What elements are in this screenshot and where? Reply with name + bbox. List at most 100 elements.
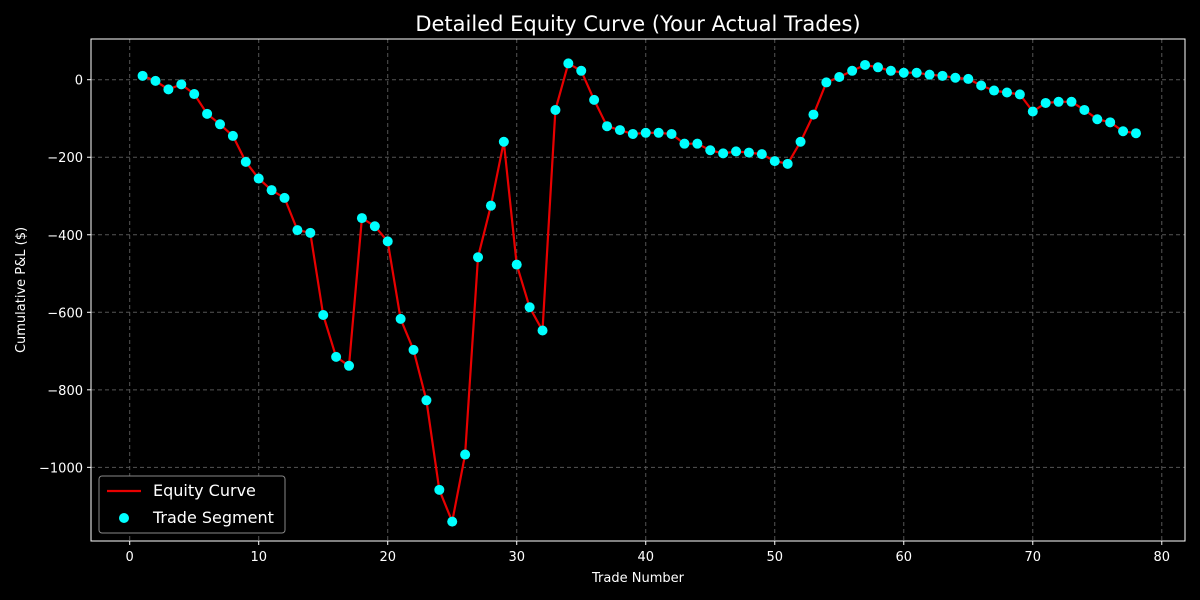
trade-point xyxy=(1118,126,1129,137)
trade-point xyxy=(292,225,303,236)
trade-point xyxy=(808,109,819,120)
trade-point xyxy=(473,252,484,263)
trade-points xyxy=(137,58,1141,527)
x-tick-label: 10 xyxy=(250,550,267,565)
trade-point xyxy=(1053,96,1064,107)
trade-point xyxy=(395,313,406,324)
trade-point xyxy=(1079,104,1090,115)
trade-point xyxy=(872,62,883,73)
trade-point xyxy=(731,146,742,157)
trade-point xyxy=(537,325,548,336)
trade-point xyxy=(1001,87,1012,98)
y-axis: 0 −200 −400 −600 −800 −1000 xyxy=(39,74,91,476)
trade-point xyxy=(344,360,355,371)
y-tick-label: 0 xyxy=(75,74,83,89)
trade-point xyxy=(1040,97,1051,108)
trade-point xyxy=(202,108,213,119)
trade-point xyxy=(718,148,729,159)
x-tick-label: 80 xyxy=(1154,550,1171,565)
grid xyxy=(91,39,1185,541)
trade-point xyxy=(963,73,974,84)
trade-point xyxy=(898,67,909,78)
trade-point xyxy=(369,221,380,232)
trade-point xyxy=(782,158,793,169)
x-tick-label: 50 xyxy=(766,550,783,565)
trade-point xyxy=(408,344,419,355)
y-tick-label: −200 xyxy=(47,151,83,166)
trade-point xyxy=(434,484,445,495)
trade-point xyxy=(150,75,161,86)
trade-point xyxy=(614,125,625,136)
y-tick-label: −400 xyxy=(47,229,83,244)
trade-point xyxy=(485,200,496,211)
y-axis-label: Cumulative P&L ($) xyxy=(14,227,29,353)
x-axis: 0 10 20 30 40 50 60 70 80 xyxy=(126,541,1170,565)
trade-point xyxy=(447,516,458,527)
trade-point xyxy=(976,80,987,91)
trade-point xyxy=(163,84,174,95)
trade-point xyxy=(1027,106,1038,117)
trade-point xyxy=(240,156,251,167)
trade-point xyxy=(1130,128,1141,139)
trade-point xyxy=(331,351,342,362)
trade-point xyxy=(950,72,961,83)
trade-point xyxy=(176,79,187,90)
trade-point xyxy=(356,213,367,224)
trade-point xyxy=(640,127,651,138)
legend-box xyxy=(98,475,286,534)
x-tick-label: 0 xyxy=(126,550,134,565)
trade-point xyxy=(602,121,613,132)
trade-point xyxy=(498,136,509,147)
trade-point xyxy=(137,70,148,81)
trade-point xyxy=(215,119,226,130)
y-tick-label: −800 xyxy=(47,384,83,399)
x-tick-label: 30 xyxy=(508,550,525,565)
trade-point xyxy=(885,65,896,76)
trade-point xyxy=(227,130,238,141)
legend-label-trade-segment: Trade Segment xyxy=(152,508,274,527)
trade-point xyxy=(563,58,574,69)
trade-point xyxy=(937,70,948,81)
trade-point xyxy=(318,310,329,321)
trade-point xyxy=(511,259,522,270)
trade-point xyxy=(279,192,290,203)
trade-point xyxy=(1092,114,1103,125)
trade-point xyxy=(460,449,471,460)
trade-point xyxy=(524,302,535,313)
x-tick-label: 40 xyxy=(637,550,654,565)
trade-point xyxy=(834,71,845,82)
legend-marker-swatch xyxy=(119,513,129,523)
trade-point xyxy=(253,173,264,184)
trade-point xyxy=(989,85,1000,96)
trade-point xyxy=(756,149,767,160)
legend-label-equity-curve: Equity Curve xyxy=(153,481,256,500)
trade-point xyxy=(860,59,871,70)
trade-point xyxy=(743,147,754,158)
trade-point xyxy=(1105,117,1116,128)
x-tick-label: 20 xyxy=(379,550,396,565)
trade-point xyxy=(382,236,393,247)
trade-point xyxy=(627,128,638,139)
trade-point xyxy=(769,156,780,167)
chart-title: Detailed Equity Curve (Your Actual Trade… xyxy=(415,12,860,36)
x-tick-label: 70 xyxy=(1024,550,1041,565)
trade-point xyxy=(911,67,922,78)
trade-point xyxy=(653,127,664,138)
plot-frame xyxy=(90,38,1186,542)
legend: Equity Curve Trade Segment xyxy=(98,475,286,534)
y-tick-label: −1000 xyxy=(39,461,83,476)
trade-point xyxy=(705,145,716,156)
trade-point xyxy=(795,136,806,147)
trade-point xyxy=(821,77,832,88)
trade-point xyxy=(550,104,561,115)
trade-point xyxy=(692,138,703,149)
trade-point xyxy=(1066,96,1077,107)
trade-point xyxy=(924,69,935,80)
trade-point xyxy=(589,94,600,105)
y-tick-label: −600 xyxy=(47,306,83,321)
trade-point xyxy=(679,138,690,149)
trade-point xyxy=(305,227,316,238)
trade-point xyxy=(666,128,677,139)
trade-point xyxy=(189,89,200,100)
